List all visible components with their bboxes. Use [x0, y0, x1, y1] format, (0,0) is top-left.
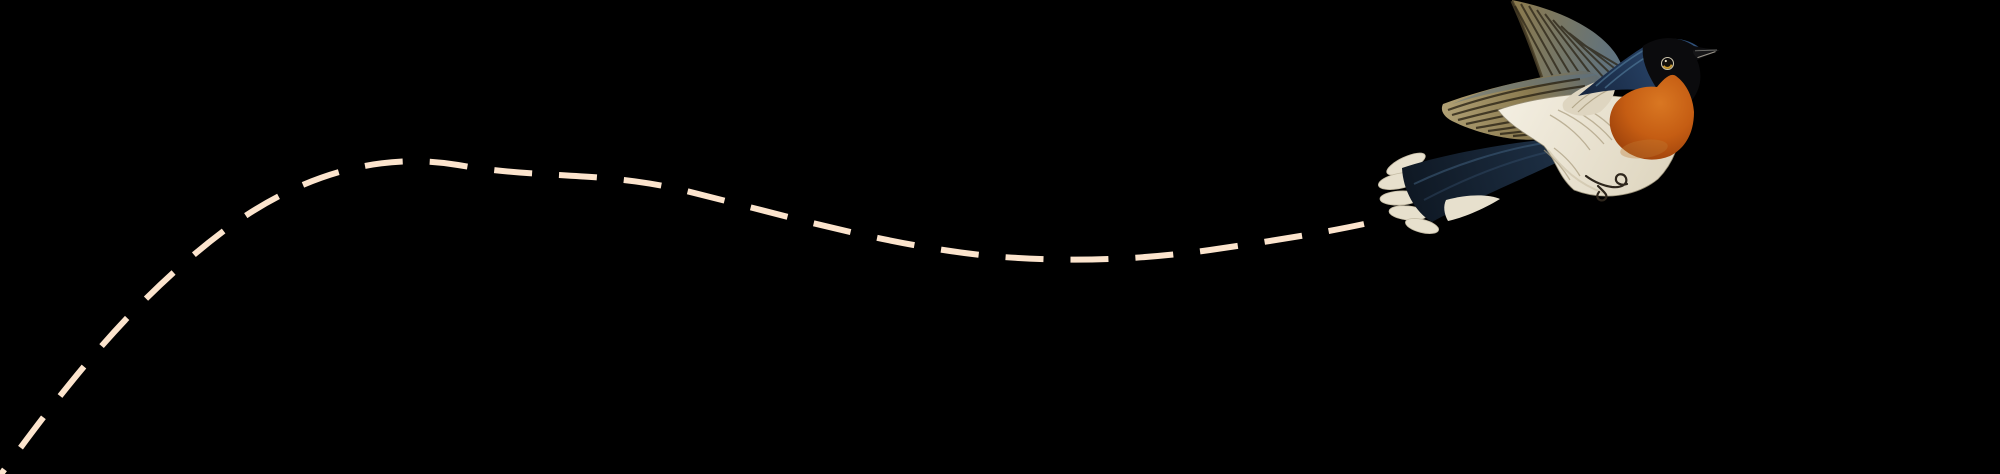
bird-eye	[1660, 56, 1675, 71]
beak-ridge-line	[1694, 49, 1718, 52]
tail-sheen-streaks	[1413, 142, 1549, 201]
upper-wing-feather-streaks	[1514, 3, 1622, 85]
bird-feet	[1584, 173, 1629, 202]
belly-shade-line	[1547, 149, 1605, 194]
beak-gape-line	[1697, 51, 1716, 59]
bird-tail	[1402, 140, 1559, 222]
bird-throat	[1609, 74, 1694, 160]
flight-path	[0, 158, 1365, 474]
tail-inner-white-wedge	[1444, 195, 1500, 221]
bird-beak	[1692, 48, 1720, 59]
bird-illustration	[1377, 0, 1720, 234]
breast-fade-smudge	[1620, 139, 1668, 159]
